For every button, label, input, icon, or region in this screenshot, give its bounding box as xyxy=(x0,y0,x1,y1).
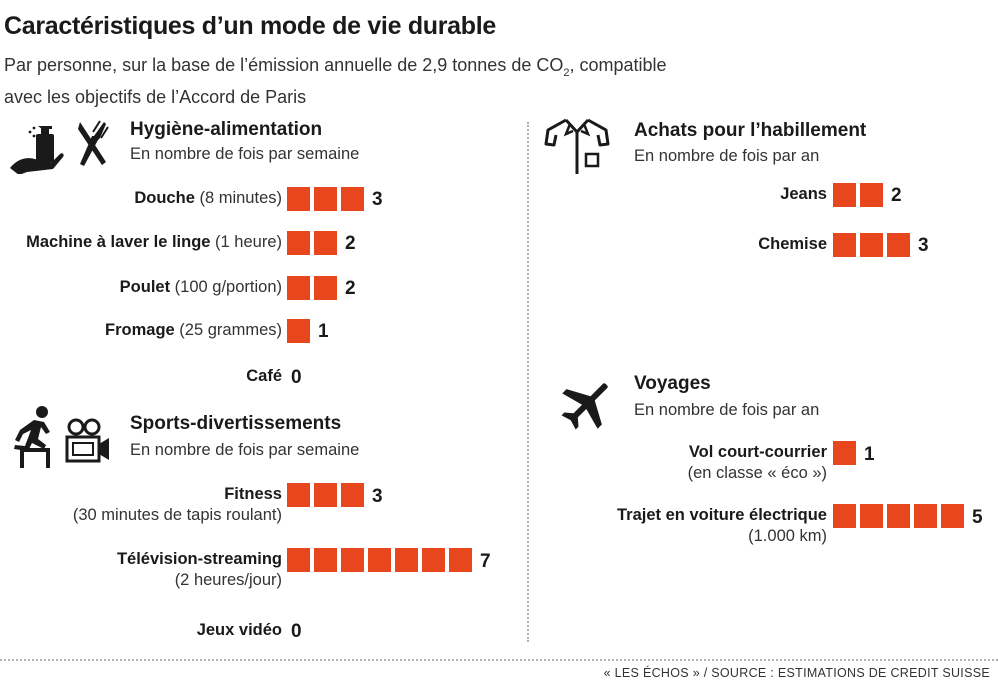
runner-hurdle-icon xyxy=(14,406,50,468)
row-note: (1.000 km) xyxy=(748,527,827,545)
row-note: (en classe « éco ») xyxy=(687,464,827,482)
section-title-sports: Sports-divertissements xyxy=(130,413,342,434)
section-title-hygiene: Hygiène-alimentation xyxy=(130,119,323,140)
bar-value: 0 xyxy=(291,367,302,388)
video-camera-icon xyxy=(65,418,109,463)
row-note: (25 grammes) xyxy=(179,321,282,339)
section-title-travel: Voyages xyxy=(634,373,711,394)
row-label-text: Machine à laver le linge xyxy=(26,233,211,251)
row-note: (30 minutes de tapis roulant) xyxy=(72,506,282,524)
bar-square xyxy=(833,441,856,465)
subtitle-line-1: Par personne, sur la base de l’émission … xyxy=(4,55,667,79)
row-label-text: Fitness xyxy=(224,485,282,503)
bar-square xyxy=(887,233,910,257)
row-label-text: Jeans xyxy=(780,185,827,203)
bar-square xyxy=(287,187,310,211)
row-label: Douche (8 minutes) xyxy=(134,188,282,209)
bar-square xyxy=(860,504,883,528)
bar-square xyxy=(341,187,364,211)
row-label: Fromage (25 grammes) xyxy=(105,320,282,341)
source-footer: « LES ÉCHOS » / SOURCE : ESTIMATIONS DE … xyxy=(603,666,990,680)
row-label: Jeans xyxy=(780,184,827,205)
shirt-icon xyxy=(544,118,610,174)
bar-square xyxy=(341,483,364,507)
row-label: Jeux vidéo xyxy=(197,620,282,641)
row-label-text: Télévision-streaming xyxy=(116,550,282,568)
bar-value: 3 xyxy=(372,486,383,507)
bar-value: 3 xyxy=(372,189,383,210)
bar-square xyxy=(314,548,337,572)
row-label: Fitness (30 minutes de tapis roulant) xyxy=(73,484,282,526)
bar-square xyxy=(287,276,310,300)
row-label-text: Fromage xyxy=(105,321,175,339)
bar-value: 2 xyxy=(891,185,902,206)
row-label: Machine à laver le linge (1 heure) xyxy=(26,232,282,253)
row-label: Chemise xyxy=(758,234,827,255)
bar-square xyxy=(914,504,937,528)
row-label-text: Vol court-courrier xyxy=(688,443,827,461)
row-label: Poulet (100 g/portion) xyxy=(120,277,282,298)
bar-square xyxy=(860,183,883,207)
row-label-text: Poulet xyxy=(119,278,171,296)
row-note: (100 g/portion) xyxy=(174,278,282,296)
bar-square xyxy=(314,231,337,255)
airplane-icon xyxy=(561,383,608,430)
page-title: Caractéristiques d’un mode de vie durabl… xyxy=(4,12,497,40)
bar-value: 0 xyxy=(291,621,302,642)
bar-square xyxy=(422,548,445,572)
row-label: Vol court-courrier (en classe « éco ») xyxy=(688,442,827,484)
bar-value: 7 xyxy=(480,551,491,572)
row-label: Trajet en voiture électrique (1.000 km) xyxy=(617,505,827,547)
fork-knife-icon xyxy=(78,120,109,166)
section-unit-clothing: En nombre de fois par an xyxy=(634,147,820,165)
row-note: (8 minutes) xyxy=(199,189,282,207)
row-note: (1 heure) xyxy=(215,233,282,251)
bar-square xyxy=(368,548,391,572)
subtitle-line-2: avec les objectifs de l’Accord de Paris xyxy=(4,87,307,107)
row-label: Télévision-streaming (2 heures/jour) xyxy=(117,549,282,591)
row-note: (2 heures/jour) xyxy=(174,571,282,589)
section-unit-travel: En nombre de fois par an xyxy=(634,401,820,419)
bar-square xyxy=(287,548,310,572)
bar-square xyxy=(287,483,310,507)
bar-square xyxy=(287,231,310,255)
footer-rule xyxy=(0,659,998,661)
bar-value: 1 xyxy=(318,321,329,342)
bar-square xyxy=(287,319,310,343)
section-title-clothing: Achats pour l’habillement xyxy=(634,120,867,141)
bar-value: 5 xyxy=(972,507,983,528)
bar-square xyxy=(860,233,883,257)
bar-square xyxy=(941,504,964,528)
row-label-text: Jeux vidéo xyxy=(196,621,282,639)
bar-square xyxy=(314,187,337,211)
bar-value: 1 xyxy=(864,444,875,465)
bar-value: 3 xyxy=(918,235,929,256)
bar-value: 2 xyxy=(345,278,356,299)
bar-square xyxy=(833,183,856,207)
soap-hand-icon xyxy=(10,126,64,174)
bar-square xyxy=(833,504,856,528)
page-subtitle: Par personne, sur la base de l’émission … xyxy=(4,53,667,109)
column-divider xyxy=(527,122,529,642)
row-label-text: Café xyxy=(246,367,282,385)
bar-square xyxy=(314,483,337,507)
bar-square xyxy=(395,548,418,572)
row-label-text: Chemise xyxy=(758,235,827,253)
section-unit-hygiene: En nombre de fois par semaine xyxy=(130,145,360,163)
bar-square xyxy=(833,233,856,257)
bar-square xyxy=(314,276,337,300)
row-label-text: Douche xyxy=(134,189,195,207)
bar-square xyxy=(449,548,472,572)
row-label-text: Trajet en voiture électrique xyxy=(617,506,827,524)
bar-square xyxy=(887,504,910,528)
bar-value: 2 xyxy=(345,233,356,254)
row-label: Café xyxy=(246,366,282,387)
bar-square xyxy=(341,548,364,572)
section-unit-sports: En nombre de fois par semaine xyxy=(130,441,360,459)
